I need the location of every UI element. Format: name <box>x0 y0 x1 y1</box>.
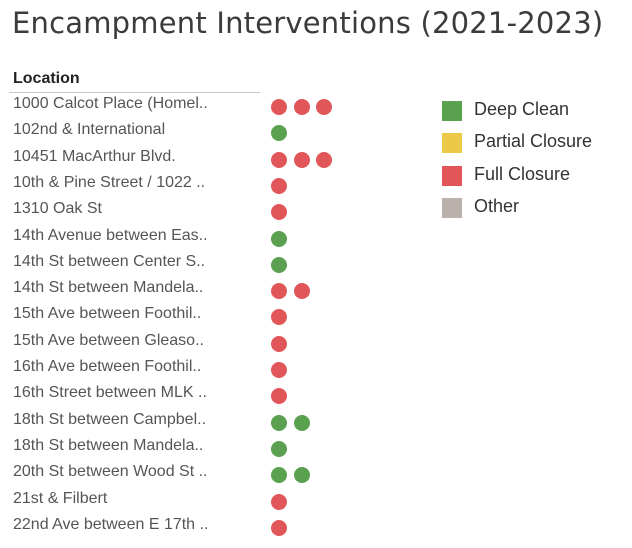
location-label: 16th Ave between Foothil.. <box>13 358 202 375</box>
location-label: 16th Street between MLK .. <box>13 384 207 402</box>
table-row[interactable]: 14th St between Mandela.. <box>0 277 420 303</box>
full-closure-dot[interactable] <box>271 309 287 326</box>
location-label: 15th Ave between Foothil.. <box>13 305 202 323</box>
table-row[interactable]: 10th & Pine Street / 1022 .. <box>0 172 420 198</box>
legend-item-partial-closure[interactable]: Partial Closure <box>442 130 622 156</box>
deep-clean-dot[interactable] <box>271 256 287 273</box>
table-row[interactable]: 15th Ave between Gleaso.. <box>0 330 420 356</box>
full-closure-dot[interactable] <box>271 204 287 221</box>
legend-label: Full Closure <box>474 163 571 184</box>
full-closure-dot[interactable] <box>271 335 287 352</box>
location-label: 21st & Filbert <box>13 489 108 507</box>
deep-clean-dot[interactable] <box>271 230 287 247</box>
table-row[interactable]: 21st & Filbert <box>0 488 420 514</box>
full-closure-dot[interactable] <box>316 99 332 115</box>
chart-title: Encampment Interventions (2021-2023) <box>12 6 604 40</box>
location-label: 10th & Pine Street / 1022 .. <box>13 173 206 191</box>
table-row[interactable]: 1310 Oak St <box>0 198 420 224</box>
header-divider <box>9 92 260 93</box>
full-closure-dot[interactable] <box>293 99 310 115</box>
deep-clean-dot[interactable] <box>271 440 287 457</box>
table-row[interactable]: 1000 Calcot Place (Homel.. <box>0 93 420 119</box>
table-row[interactable]: 20th St between Wood St .. <box>0 461 420 487</box>
table-row[interactable]: 14th St between Center S.. <box>0 251 420 277</box>
location-rows: 1000 Calcot Place (Homel.. 102nd & Intern… <box>0 93 420 548</box>
legend-swatch <box>442 165 462 186</box>
full-closure-dot[interactable] <box>271 362 287 378</box>
legend-swatch <box>442 133 462 154</box>
table-row[interactable]: 16th Ave between Foothil.. <box>0 356 420 382</box>
location-label: 20th St between Wood St .. <box>13 463 208 481</box>
location-label: 22nd Ave between E 17th .. <box>13 515 209 533</box>
location-label: 1310 Oak St <box>13 200 102 218</box>
legend-item-deep-clean[interactable]: Deep Clean <box>442 98 622 124</box>
legend-swatch <box>442 101 462 121</box>
table-row[interactable]: 16th Street between MLK .. <box>0 382 420 408</box>
deep-clean-dot[interactable] <box>271 414 287 431</box>
full-closure-dot[interactable] <box>293 283 310 300</box>
location-label: 102nd & International <box>13 121 166 139</box>
full-closure-dot[interactable] <box>271 519 287 536</box>
table-row[interactable]: 10451 MacArthur Blvd. <box>0 146 420 172</box>
location-label: 18th St between Campbel.. <box>13 410 207 428</box>
location-column-header[interactable]: Location <box>13 70 80 87</box>
table-row[interactable]: 102nd & International <box>0 119 420 145</box>
location-label: 10451 MacArthur Blvd. <box>13 147 176 165</box>
location-label: 14th Avenue between Eas.. <box>13 226 208 244</box>
full-closure-dot[interactable] <box>271 177 287 194</box>
deep-clean-dot[interactable] <box>271 125 287 142</box>
location-label: 14th St between Center S.. <box>13 252 206 270</box>
table-row[interactable]: 15th Ave between Foothil.. <box>0 303 420 329</box>
location-label: 1000 Calcot Place (Homel.. <box>13 95 208 112</box>
table-row[interactable]: 18th St between Mandela.. <box>0 435 420 461</box>
legend-label: Other <box>474 195 520 216</box>
full-closure-dot[interactable] <box>271 151 287 168</box>
legend-item-other[interactable]: Other <box>442 195 622 221</box>
location-label: 18th St between Mandela.. <box>13 436 204 454</box>
deep-clean-dot[interactable] <box>271 467 287 484</box>
full-closure-dot[interactable] <box>316 151 332 168</box>
legend-swatch <box>442 197 462 218</box>
deep-clean-dot[interactable] <box>293 414 310 431</box>
full-closure-dot[interactable] <box>293 151 310 168</box>
table-row[interactable]: 18th St between Campbel.. <box>0 409 420 435</box>
deep-clean-dot[interactable] <box>293 467 310 484</box>
location-label: 15th Ave between Gleaso.. <box>13 331 204 349</box>
full-closure-dot[interactable] <box>271 283 287 300</box>
full-closure-dot[interactable] <box>271 388 287 405</box>
table-row[interactable]: 22nd Ave between E 17th .. <box>0 514 420 540</box>
legend-item-full-closure[interactable]: Full Closure <box>442 163 622 189</box>
table-row[interactable]: 14th Avenue between Eas.. <box>0 225 420 251</box>
full-closure-dot[interactable] <box>271 99 287 115</box>
location-label: 14th St between Mandela.. <box>13 279 204 297</box>
full-closure-dot[interactable] <box>271 493 287 510</box>
legend-label: Partial Closure <box>474 131 593 152</box>
legend-label: Deep Clean <box>474 99 570 119</box>
